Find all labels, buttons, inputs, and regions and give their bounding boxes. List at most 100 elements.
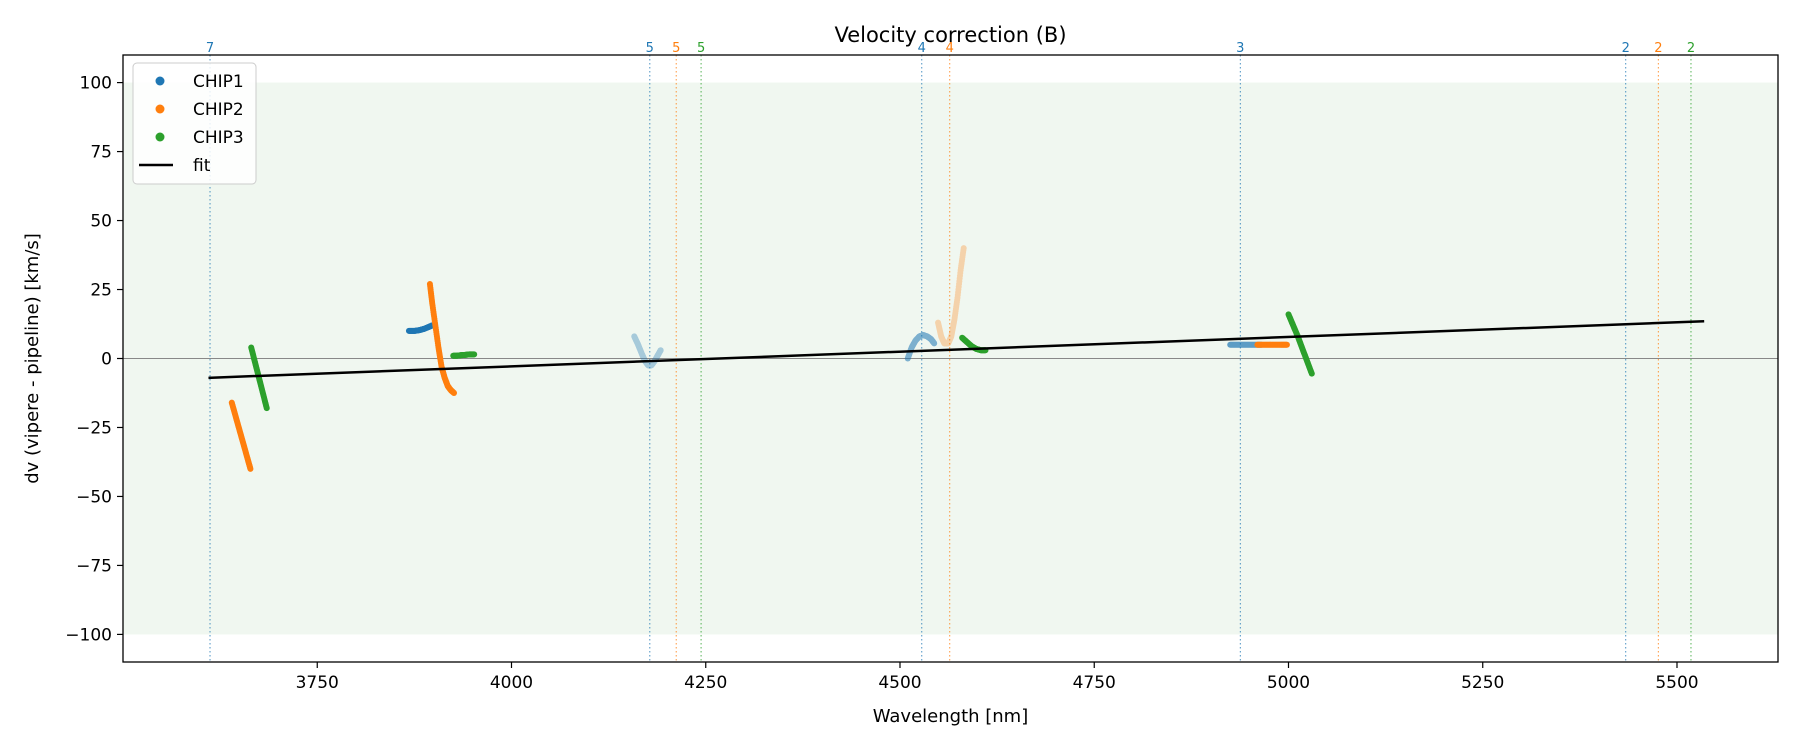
- data-point: [946, 336, 953, 343]
- data-point: [953, 303, 960, 310]
- y-tick-label: 50: [90, 212, 112, 232]
- data-point: [959, 253, 966, 260]
- data-point: [951, 314, 958, 321]
- data-point: [940, 339, 947, 346]
- data-point: [945, 340, 952, 347]
- order-label: 2: [1654, 41, 1662, 56]
- data-point: [639, 352, 646, 359]
- series-chip2: [228, 399, 254, 472]
- data-point: [951, 318, 958, 325]
- data-point: [636, 345, 643, 352]
- order-label: 2: [1687, 41, 1695, 56]
- data-point: [940, 337, 947, 344]
- legend-label: fit: [193, 156, 211, 176]
- data-point: [940, 338, 947, 345]
- data-point: [931, 340, 938, 347]
- y-tick-label: −100: [65, 625, 112, 645]
- data-point: [952, 310, 959, 317]
- y-tick-label: −50: [76, 487, 112, 507]
- data-point: [657, 347, 664, 354]
- data-point: [646, 362, 653, 369]
- data-point: [647, 362, 654, 369]
- data-point: [645, 362, 652, 369]
- data-point: [632, 336, 639, 343]
- data-point: [958, 260, 965, 267]
- order-label: 7: [206, 41, 214, 56]
- y-tick-label: −25: [76, 418, 112, 438]
- x-tick-label: 4000: [490, 673, 533, 693]
- series-chip2: [1254, 341, 1290, 348]
- data-point: [953, 299, 960, 306]
- data-point: [655, 351, 662, 358]
- data-point: [950, 323, 957, 330]
- data-point: [644, 361, 651, 368]
- data-point: [640, 355, 647, 362]
- y-tick-label: −75: [76, 556, 112, 576]
- data-point: [936, 325, 943, 332]
- data-point: [645, 362, 652, 369]
- data-point: [637, 348, 644, 355]
- series-chip2: [426, 281, 457, 396]
- data-point: [939, 336, 946, 343]
- data-point: [633, 337, 640, 344]
- data-point: [654, 352, 661, 359]
- data-point: [956, 275, 963, 282]
- data-point: [956, 278, 963, 285]
- data-point: [947, 335, 954, 342]
- order-label: 4: [918, 41, 926, 56]
- data-point: [955, 283, 962, 290]
- data-point: [941, 340, 948, 347]
- data-point: [656, 349, 663, 356]
- legend-swatch: [155, 132, 165, 142]
- order-label: 5: [646, 41, 654, 56]
- data-point: [947, 334, 954, 341]
- order-label: 5: [672, 41, 680, 56]
- data-point: [935, 321, 942, 328]
- data-point: [941, 340, 948, 347]
- x-tick-label: 4500: [878, 673, 921, 693]
- data-point: [944, 340, 951, 347]
- x-tick-label: 5250: [1461, 673, 1504, 693]
- data-point: [639, 353, 646, 360]
- data-point: [947, 334, 954, 341]
- data-point: [958, 262, 965, 269]
- data-point: [936, 323, 943, 330]
- data-point: [646, 362, 653, 369]
- y-tick-label: 25: [90, 281, 112, 301]
- data-point: [636, 344, 643, 351]
- data-point: [951, 316, 958, 323]
- data-point: [957, 265, 964, 272]
- data-point: [648, 361, 655, 368]
- data-point: [953, 301, 960, 308]
- data-point: [960, 249, 967, 256]
- x-tick-label: 4250: [684, 673, 727, 693]
- data-point: [634, 340, 641, 347]
- data-point: [949, 328, 956, 335]
- data-point: [949, 326, 956, 333]
- order-label: 3: [1236, 41, 1244, 56]
- data-point: [648, 362, 655, 369]
- data-point: [653, 353, 660, 360]
- data-point: [656, 349, 663, 356]
- y-axis-label: dv (vipere - pipeline) [km/s]: [22, 233, 43, 484]
- data-point: [1308, 370, 1315, 377]
- data-point: [937, 329, 944, 336]
- data-point: [632, 335, 639, 342]
- data-point: [640, 354, 647, 361]
- data-point: [632, 335, 639, 342]
- data-point: [655, 350, 662, 357]
- data-point: [657, 348, 664, 355]
- order-label: 4: [946, 41, 954, 56]
- data-point: [952, 308, 959, 315]
- data-point: [959, 251, 966, 258]
- data-point: [942, 340, 949, 347]
- series-chip3: [248, 344, 270, 412]
- data-point: [958, 258, 965, 265]
- data-point: [634, 340, 641, 347]
- data-point: [945, 339, 952, 346]
- chart-title: Velocity correction (B): [834, 23, 1066, 47]
- data-point: [946, 337, 953, 344]
- data-point: [657, 347, 664, 354]
- data-point: [954, 294, 961, 301]
